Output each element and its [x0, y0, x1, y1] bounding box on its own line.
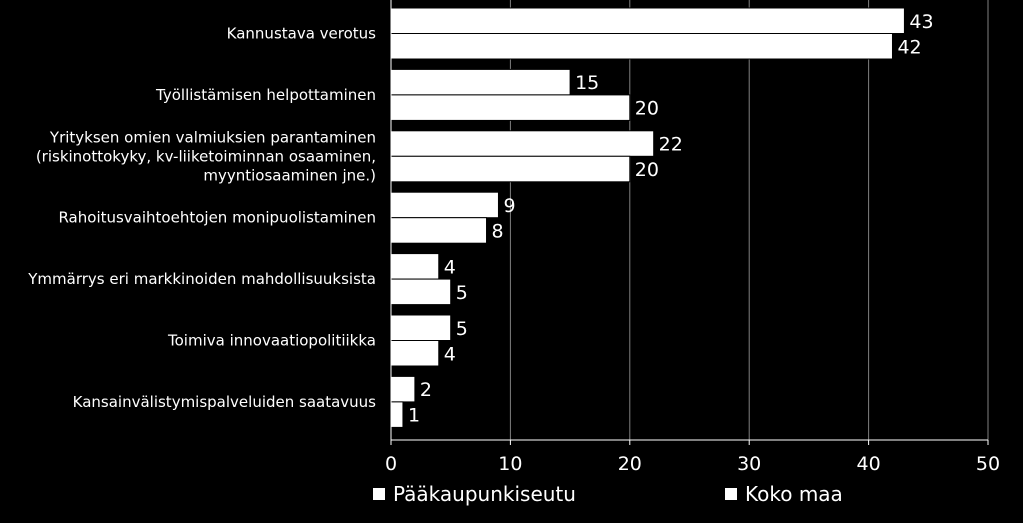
data-label: 4: [444, 256, 456, 278]
data-label: 43: [909, 11, 933, 33]
x-tick-label: 40: [857, 453, 881, 475]
bar: [390, 278, 452, 306]
data-label: 15: [575, 72, 599, 94]
category-label: Yrityksen omien valmiuksien parantaminen…: [36, 128, 376, 184]
data-label: 20: [635, 98, 659, 120]
bar: [390, 68, 571, 96]
bar: [390, 130, 655, 157]
bar: [390, 94, 631, 121]
data-label: 5: [456, 318, 468, 340]
category-label: Ymmärrys eri markkinoiden mahdollisuuksi…: [27, 270, 376, 288]
legend-item-koko-maa: Koko maa: [725, 482, 843, 506]
x-tick-label: 20: [618, 453, 642, 475]
legend-item-paakaupunkiseutu: Pääkaupunkiseutu: [373, 482, 576, 506]
category-label: Toimiva innovaatiopolitiikka: [167, 332, 376, 350]
bar: [390, 33, 893, 60]
data-label: 4: [444, 343, 456, 365]
legend-label: Pääkaupunkiseutu: [393, 482, 576, 506]
category-label: Työllistämisen helpottaminen: [155, 86, 376, 104]
bar: [390, 253, 440, 280]
x-tick-label: 0: [385, 453, 397, 475]
bar: [390, 155, 631, 183]
data-label: 5: [456, 282, 468, 304]
bar: [390, 340, 440, 367]
category-label: Rahoitusvaihtoehtojen monipuolistaminen: [58, 209, 376, 227]
legend-swatch: [373, 488, 385, 500]
legend-swatch: [725, 488, 737, 500]
bar: [390, 7, 905, 34]
bar: [390, 217, 488, 244]
bar: [390, 314, 452, 341]
x-tick-label: 30: [737, 453, 761, 475]
category-label: Kannustava verotus: [227, 25, 377, 43]
x-tick-label: 10: [498, 453, 522, 475]
x-tick-label: 50: [976, 453, 1000, 475]
data-label: 8: [492, 220, 504, 242]
legend-label: Koko maa: [745, 482, 843, 506]
bar: [390, 375, 416, 403]
data-label: 9: [503, 195, 515, 217]
bar: [390, 401, 404, 428]
data-label: 42: [897, 36, 921, 58]
category-label: Kansainvälistymispalveluiden saatavuus: [73, 393, 377, 411]
bar: [390, 191, 499, 219]
data-label: 20: [635, 159, 659, 181]
data-label: 1: [408, 405, 420, 427]
data-label: 22: [659, 134, 683, 156]
data-label: 2: [420, 379, 432, 401]
